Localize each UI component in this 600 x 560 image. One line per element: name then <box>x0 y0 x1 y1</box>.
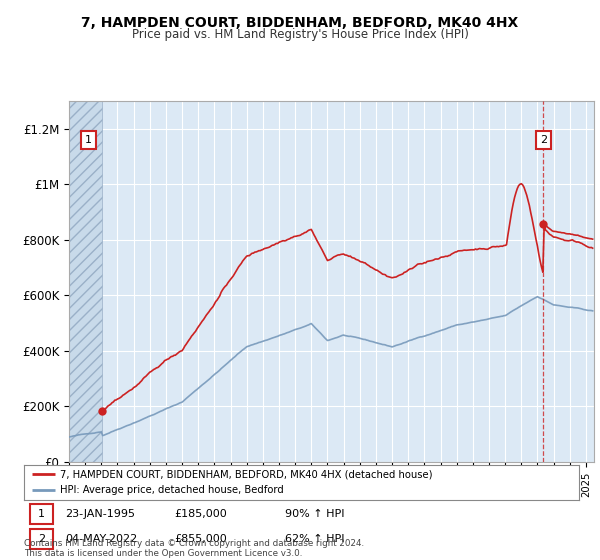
Text: HPI: Average price, detached house, Bedford: HPI: Average price, detached house, Bedf… <box>60 485 284 495</box>
Text: 04-MAY-2022: 04-MAY-2022 <box>65 534 138 544</box>
Bar <box>69 101 103 462</box>
Text: 2: 2 <box>541 135 547 144</box>
FancyBboxPatch shape <box>29 505 53 524</box>
Text: Price paid vs. HM Land Registry's House Price Index (HPI): Price paid vs. HM Land Registry's House … <box>131 28 469 41</box>
Text: £855,000: £855,000 <box>174 534 227 544</box>
Text: 7, HAMPDEN COURT, BIDDENHAM, BEDFORD, MK40 4HX (detached house): 7, HAMPDEN COURT, BIDDENHAM, BEDFORD, MK… <box>60 469 433 479</box>
Text: 1: 1 <box>38 509 45 519</box>
FancyBboxPatch shape <box>29 529 53 549</box>
Text: 90% ↑ HPI: 90% ↑ HPI <box>285 509 344 519</box>
Text: 23-JAN-1995: 23-JAN-1995 <box>65 509 136 519</box>
Text: 62% ↑ HPI: 62% ↑ HPI <box>285 534 344 544</box>
Text: Contains HM Land Registry data © Crown copyright and database right 2024.
This d: Contains HM Land Registry data © Crown c… <box>24 539 364 558</box>
Text: 1: 1 <box>85 135 92 144</box>
Text: £185,000: £185,000 <box>174 509 227 519</box>
Text: 2: 2 <box>38 534 45 544</box>
Text: 7, HAMPDEN COURT, BIDDENHAM, BEDFORD, MK40 4HX: 7, HAMPDEN COURT, BIDDENHAM, BEDFORD, MK… <box>82 16 518 30</box>
